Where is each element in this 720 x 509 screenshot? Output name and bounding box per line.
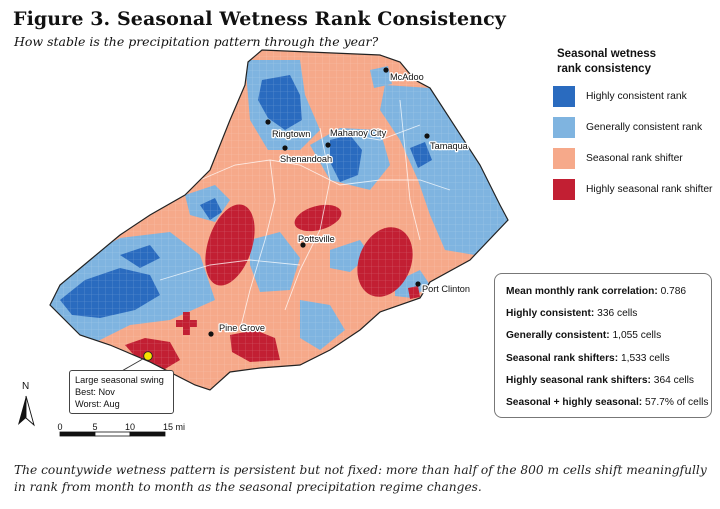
stat-label: Highly seasonal rank shifters: bbox=[506, 375, 651, 386]
town-label-port-clinton: Port Clinton bbox=[422, 284, 470, 294]
stat-generally-consistent: Generally consistent: 1,055 cells bbox=[506, 330, 701, 352]
town-label-tamaqua: Tamaqua bbox=[430, 141, 469, 151]
stat-highly-seasonal-shifters: Highly seasonal rank shifters: 364 cells bbox=[506, 375, 701, 397]
legend-swatch bbox=[553, 86, 575, 107]
stat-seasonal-shifters: Seasonal rank shifters: 1,533 cells bbox=[506, 353, 701, 375]
callout-title: Large seasonal swing bbox=[75, 374, 169, 386]
legend-label: Generally consistent rank bbox=[586, 122, 702, 133]
callout-best-month: Best: Nov bbox=[75, 386, 169, 398]
scale-bar bbox=[60, 432, 165, 436]
stat-label: Highly consistent: bbox=[506, 308, 594, 319]
callout-worst-month: Worst: Aug bbox=[75, 398, 169, 410]
map-legend: Seasonal wetness rank consistency Highly… bbox=[553, 47, 713, 209]
legend-swatch bbox=[553, 179, 575, 200]
legend-item-highly-seasonal-shifter: Highly seasonal rank shifter bbox=[553, 178, 713, 200]
town-dot-ringtown[interactable] bbox=[265, 119, 270, 124]
seasonal-swing-callout: Large seasonal swing Best: Nov Worst: Au… bbox=[69, 370, 174, 414]
stat-label: Seasonal + highly seasonal: bbox=[506, 397, 642, 408]
stat-label: Mean monthly rank correlation: bbox=[506, 286, 658, 297]
town-dot-shenandoah[interactable] bbox=[282, 145, 287, 150]
seasonal-swing-marker[interactable] bbox=[144, 352, 153, 361]
legend-item-highly-consistent: Highly consistent rank bbox=[553, 85, 713, 107]
town-label-pine-grove: Pine Grove bbox=[219, 323, 265, 333]
stat-combined-seasonal: Seasonal + highly seasonal: 57.7% of cel… bbox=[506, 397, 701, 419]
stat-label: Generally consistent: bbox=[506, 330, 610, 341]
scale-tick-label: 0 bbox=[57, 422, 62, 432]
town-label-mahanoy-city: Mahanoy City bbox=[330, 128, 387, 138]
legend-swatch bbox=[553, 148, 575, 169]
legend-label: Highly seasonal rank shifter bbox=[586, 184, 712, 195]
stat-label: Seasonal rank shifters: bbox=[506, 353, 618, 364]
legend-item-seasonal-shifter: Seasonal rank shifter bbox=[553, 147, 713, 169]
stat-value: 336 cells bbox=[597, 308, 637, 319]
legend-title-line: Seasonal wetness bbox=[557, 47, 713, 62]
town-label-mcadoo: McAdoo bbox=[390, 72, 424, 82]
town-dot-mcadoo[interactable] bbox=[383, 67, 388, 72]
scale-segment bbox=[95, 432, 130, 436]
town-dot-tamaqua[interactable] bbox=[424, 133, 429, 138]
scale-tick-label: 5 bbox=[92, 422, 97, 432]
scale-segment bbox=[130, 432, 165, 436]
stat-highly-consistent: Highly consistent: 336 cells bbox=[506, 308, 701, 330]
legend-title: Seasonal wetness rank consistency bbox=[557, 47, 713, 77]
legend-label: Highly consistent rank bbox=[586, 91, 687, 102]
town-label-pottsville: Pottsville bbox=[298, 234, 335, 244]
town-label-ringtown: Ringtown bbox=[272, 129, 310, 139]
town-dot-mahanoy-city[interactable] bbox=[325, 142, 330, 147]
legend-item-generally-consistent: Generally consistent rank bbox=[553, 116, 713, 138]
stat-value: 364 cells bbox=[654, 375, 694, 386]
town-label-shenandoah: Shenandoah bbox=[280, 154, 332, 164]
legend-title-line: rank consistency bbox=[557, 62, 713, 77]
legend-label: Seasonal rank shifter bbox=[586, 153, 683, 164]
scale-tick-label: 10 bbox=[125, 422, 135, 432]
town-dot-pine-grove[interactable] bbox=[208, 331, 213, 336]
stat-mean-correlation: Mean monthly rank correlation: 0.786 bbox=[506, 286, 701, 308]
summary-stats-box: Mean monthly rank correlation: 0.786 Hig… bbox=[494, 273, 712, 418]
stat-value: 57.7% of cells bbox=[645, 397, 708, 408]
north-arrow-icon bbox=[18, 396, 34, 425]
scale-segment bbox=[60, 432, 95, 436]
stat-value: 1,055 cells bbox=[612, 330, 661, 341]
north-label: N bbox=[22, 381, 29, 392]
stat-value: 1,533 cells bbox=[621, 353, 670, 364]
stat-value: 0.786 bbox=[661, 286, 687, 297]
figure-caption: The countywide wetness pattern is persis… bbox=[14, 462, 714, 496]
legend-swatch bbox=[553, 117, 575, 138]
scale-tick-label: 15 mi bbox=[163, 422, 185, 432]
town-dot-port-clinton[interactable] bbox=[415, 281, 420, 286]
